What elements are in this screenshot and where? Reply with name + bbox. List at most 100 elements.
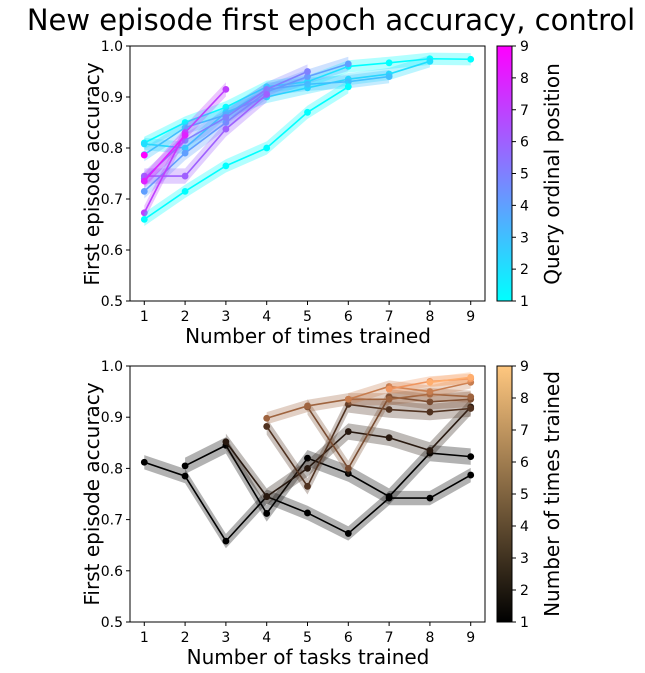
data-point xyxy=(140,172,148,180)
series-7 xyxy=(140,128,189,189)
series-8 xyxy=(426,372,475,388)
data-point xyxy=(222,114,230,121)
data-point xyxy=(385,59,393,67)
x-tick-label: 3 xyxy=(221,309,230,325)
x-tick-label: 6 xyxy=(344,630,353,646)
data-point xyxy=(140,216,148,223)
series-line xyxy=(144,60,431,149)
error-band xyxy=(144,455,471,549)
colorbar-tick-label: 2 xyxy=(520,262,529,278)
x-tick-label: 8 xyxy=(425,630,434,646)
data-point xyxy=(467,453,475,461)
bottom-colorbar-label: Number of times trained xyxy=(540,371,564,617)
y-tick-label: 1.0 xyxy=(101,39,123,55)
data-point xyxy=(426,398,434,406)
data-point xyxy=(304,482,311,490)
x-tick-label: 5 xyxy=(303,630,312,646)
data-point xyxy=(222,438,230,446)
data-point xyxy=(140,177,148,185)
series-line xyxy=(266,403,471,488)
bottom-tick-labels: 1 2 3 4 5 6 7 8 9 0.5 0.6 0.7 0.8 0.9 1.0 xyxy=(101,359,475,646)
error-band xyxy=(225,398,471,505)
error-band xyxy=(307,389,471,477)
error-band xyxy=(266,388,471,425)
y-tick-label: 0.8 xyxy=(101,141,123,157)
bottom-colorbar xyxy=(496,365,513,623)
colorbar-tick-label: 8 xyxy=(520,391,529,407)
data-point xyxy=(263,85,271,93)
data-point xyxy=(181,472,189,480)
data-point xyxy=(304,80,311,88)
colorbar-tick-label: 3 xyxy=(520,551,529,567)
series-line xyxy=(429,376,471,384)
data-point xyxy=(467,471,475,479)
top-xlabel: Number of times trained xyxy=(185,324,431,348)
y-tick-label: 0.8 xyxy=(101,461,123,477)
series-line xyxy=(144,93,268,177)
colorbar-tick-label: 7 xyxy=(520,423,529,439)
data-point xyxy=(304,465,311,472)
data-point xyxy=(222,162,230,170)
x-tick-label: 7 xyxy=(385,630,394,646)
y-tick-label: 0.9 xyxy=(101,410,123,426)
series-8 xyxy=(140,151,148,159)
data-point xyxy=(181,462,189,470)
data-point xyxy=(426,408,434,416)
series-0 xyxy=(140,455,475,549)
data-point xyxy=(304,108,311,116)
error-band xyxy=(348,376,471,406)
top-ylabel: First episode accuracy xyxy=(80,62,104,285)
y-tick-label: 0.6 xyxy=(101,243,123,259)
data-point xyxy=(263,423,271,430)
data-point xyxy=(467,393,475,401)
data-point xyxy=(426,447,434,454)
data-point xyxy=(385,395,393,403)
data-point xyxy=(304,509,311,517)
x-tick-label: 2 xyxy=(181,630,190,646)
data-point xyxy=(263,144,271,152)
data-point xyxy=(344,428,352,435)
x-tick-label: 9 xyxy=(466,630,475,646)
data-point xyxy=(222,119,230,126)
colorbar-tick-label: 1 xyxy=(520,615,529,631)
y-tick-label: 0.5 xyxy=(101,294,123,310)
colorbar-tick-label: 8 xyxy=(520,71,529,87)
data-point xyxy=(263,91,271,98)
colorbar-tick-label: 6 xyxy=(520,135,529,151)
colorbar-tick-label: 5 xyxy=(520,487,529,503)
data-point xyxy=(222,85,230,93)
data-point xyxy=(140,458,148,466)
x-tick-label: 2 xyxy=(181,309,190,325)
series-line xyxy=(184,444,471,515)
data-point xyxy=(467,405,475,412)
x-tick-label: 7 xyxy=(385,309,394,325)
data-point xyxy=(263,493,271,500)
data-point xyxy=(263,414,271,422)
top-colorbar xyxy=(496,45,513,302)
data-point xyxy=(181,136,189,144)
data-point xyxy=(344,401,352,408)
series-3 xyxy=(140,56,352,199)
top-axes-frame xyxy=(129,45,486,302)
top-colorbar-label: Query ordinal position xyxy=(540,63,564,285)
top-panel: First episode accuracy Number of times t… xyxy=(80,39,564,348)
x-tick-label: 4 xyxy=(262,309,271,325)
y-tick-label: 0.5 xyxy=(101,615,123,631)
y-tick-label: 1.0 xyxy=(101,359,123,375)
series-9 xyxy=(140,80,352,227)
data-point xyxy=(467,55,475,63)
data-point xyxy=(304,68,311,75)
data-point xyxy=(426,378,434,386)
colorbar-tick-label: 4 xyxy=(520,519,529,535)
x-tick-label: 3 xyxy=(221,630,230,646)
colorbar-tick-label: 2 xyxy=(520,583,529,599)
colorbar-tick-label: 5 xyxy=(520,167,529,183)
data-point xyxy=(344,60,352,68)
figure-title: New episode first epoch accuracy, contro… xyxy=(27,3,635,37)
top-colorbar-ticks: 1 2 3 4 5 6 7 8 9 xyxy=(512,39,529,310)
x-tick-label: 8 xyxy=(425,309,434,325)
series-line xyxy=(143,134,186,182)
data-point xyxy=(222,537,230,545)
data-point xyxy=(344,530,352,537)
